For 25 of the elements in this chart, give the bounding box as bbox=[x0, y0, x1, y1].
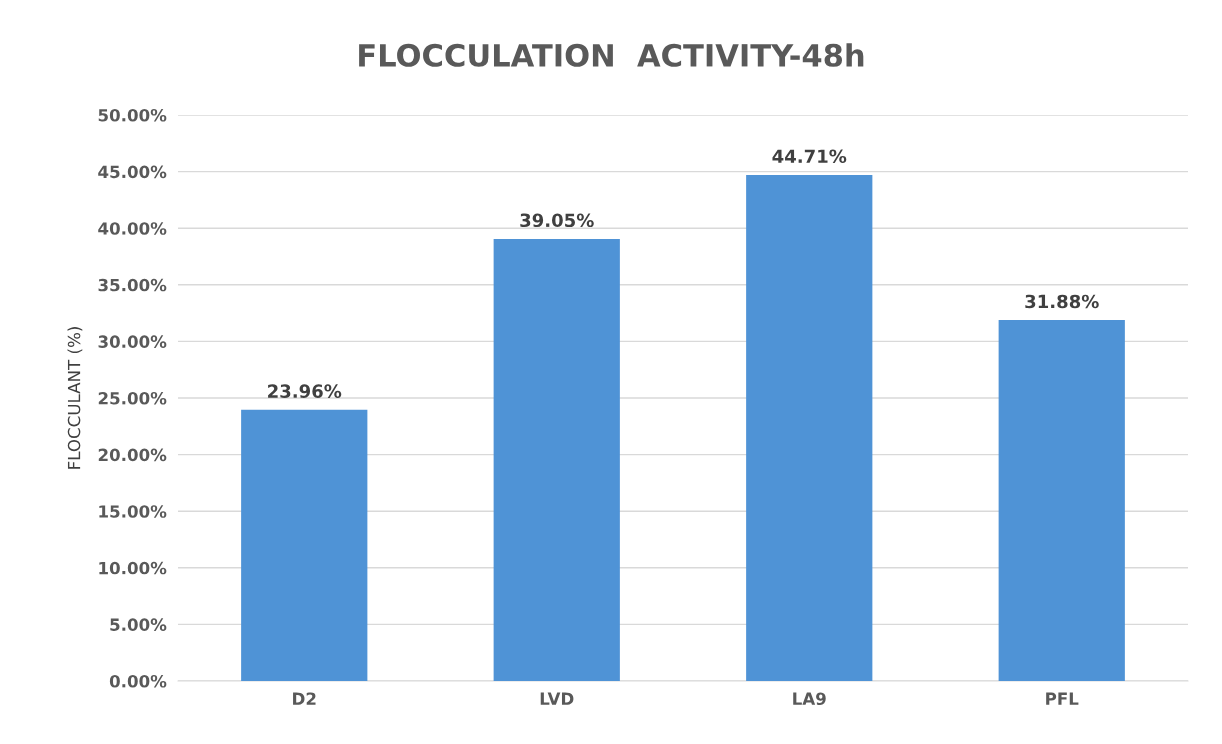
data-label: 44.71% bbox=[772, 149, 847, 164]
x-tick-label: D2 bbox=[293, 692, 316, 705]
bar bbox=[998, 320, 1125, 681]
data-label: 39.05% bbox=[520, 213, 594, 228]
x-tick-label: LVD bbox=[540, 692, 574, 705]
y-tick-label: 45.00% bbox=[98, 165, 167, 179]
y-tick-label: 15.00% bbox=[99, 505, 167, 518]
y-tick-label: 20.00% bbox=[98, 448, 167, 462]
y-tick-label: 0.00% bbox=[109, 674, 167, 688]
y-tick-label: 5.00% bbox=[110, 618, 167, 631]
chart-title: FLOCCULATION ACTIVITY-48h bbox=[359, 43, 864, 67]
y-tick-label: 40.00% bbox=[98, 222, 167, 235]
x-tick-label: LA9 bbox=[793, 692, 826, 706]
data-label: 31.88% bbox=[1025, 294, 1099, 309]
y-axis-title: FLOCCULANT (%) bbox=[67, 327, 83, 469]
y-tick-label: 50.00% bbox=[98, 108, 167, 122]
y-tick-label: 30.00% bbox=[98, 335, 167, 348]
bar bbox=[241, 409, 368, 681]
x-tick-label: PFL bbox=[1046, 692, 1079, 705]
bar bbox=[493, 238, 620, 681]
y-tick-label: 35.00% bbox=[98, 278, 167, 292]
bar bbox=[746, 174, 873, 681]
y-tick-label: 10.00% bbox=[99, 561, 167, 575]
y-tick-label: 25.00% bbox=[98, 391, 167, 405]
data-label: 23.96% bbox=[268, 384, 342, 398]
